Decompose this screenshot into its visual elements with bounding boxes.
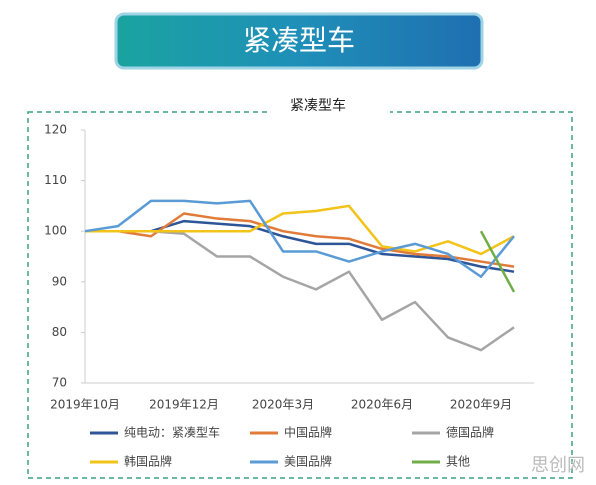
x-tick-label: 2020年6月 [351, 398, 413, 412]
series-line [85, 229, 515, 352]
x-tick-label: 2019年10月 [50, 398, 120, 412]
y-tick-label: 90 [52, 274, 67, 288]
y-tick-label: 70 [52, 376, 67, 390]
legend-label: 德国品牌 [446, 425, 494, 440]
x-tick-label: 2020年9月 [450, 398, 512, 412]
legend-label: 纯电动：紧凑型车 [124, 425, 220, 440]
legend-label: 其他 [446, 455, 470, 469]
chart-title: 紧凑型车 [290, 97, 346, 114]
x-tick-label: 2019年12月 [149, 398, 219, 412]
series-line [479, 230, 516, 293]
header-banner [114, 12, 484, 70]
title-bg [270, 96, 390, 116]
watermark: 思创网 [531, 455, 585, 476]
series-line [85, 204, 515, 256]
y-tick-label: 100 [44, 224, 67, 238]
series-line [84, 199, 515, 278]
y-tick-label: 80 [52, 325, 67, 339]
x-tick-label: 2020年3月 [252, 398, 314, 412]
legend-label: 韩国品牌 [124, 454, 172, 469]
chart-frame [27, 111, 573, 479]
header-title: 紧凑型车 [243, 24, 355, 57]
y-tick-label: 110 [44, 173, 67, 187]
legend-label: 美国品牌 [284, 455, 332, 469]
series-line [85, 219, 515, 273]
y-tick-label: 120 [44, 123, 67, 137]
legend-label: 中国品牌 [284, 425, 332, 440]
